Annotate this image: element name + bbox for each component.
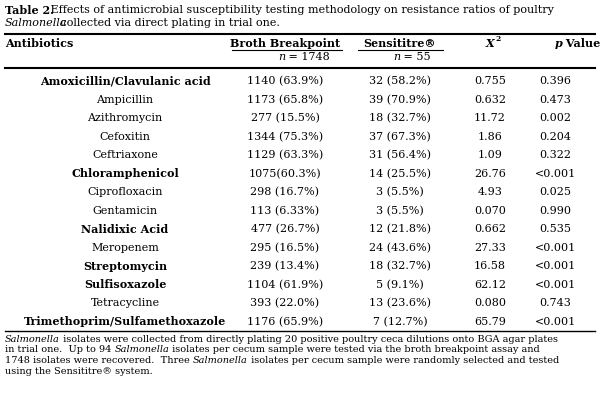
Text: 14 (25.5%): 14 (25.5%) xyxy=(369,169,431,179)
Text: Amoxicillin/Clavulanic acid: Amoxicillin/Clavulanic acid xyxy=(40,76,211,87)
Text: 3 (5.5%): 3 (5.5%) xyxy=(376,206,424,216)
Text: 1.09: 1.09 xyxy=(478,150,502,160)
Text: 3 (5.5%): 3 (5.5%) xyxy=(376,187,424,197)
Text: Gentamicin: Gentamicin xyxy=(92,206,158,216)
Text: Chloramphenicol: Chloramphenicol xyxy=(71,168,179,179)
Text: 295 (16.5%): 295 (16.5%) xyxy=(250,242,320,253)
Text: Streptomycin: Streptomycin xyxy=(83,261,167,272)
Text: Salmonella: Salmonella xyxy=(5,335,60,344)
Text: 0.204: 0.204 xyxy=(539,132,571,142)
Text: 0.755: 0.755 xyxy=(474,76,506,86)
Text: 32 (58.2%): 32 (58.2%) xyxy=(369,76,431,86)
Text: <0.001: <0.001 xyxy=(535,280,575,290)
Text: 39 (70.9%): 39 (70.9%) xyxy=(369,95,431,105)
Text: <0.001: <0.001 xyxy=(535,261,575,271)
Text: 393 (22.0%): 393 (22.0%) xyxy=(250,298,320,309)
Text: <0.001: <0.001 xyxy=(535,169,575,179)
Text: using the Sensititre® system.: using the Sensititre® system. xyxy=(5,367,153,375)
Text: Trimethoprim/Sulfamethoxazole: Trimethoprim/Sulfamethoxazole xyxy=(24,316,226,327)
Text: collected via direct plating in trial one.: collected via direct plating in trial on… xyxy=(57,18,280,28)
Text: 1.86: 1.86 xyxy=(478,132,502,142)
Text: 4.93: 4.93 xyxy=(478,187,502,197)
Text: <0.001: <0.001 xyxy=(535,317,575,327)
Text: 477 (26.7%): 477 (26.7%) xyxy=(251,224,319,234)
Text: 1748 isolates were recovered.  Three: 1748 isolates were recovered. Three xyxy=(5,356,193,365)
Text: 27.33: 27.33 xyxy=(474,243,506,253)
Text: 1140 (63.9%): 1140 (63.9%) xyxy=(247,76,323,86)
Text: 0.070: 0.070 xyxy=(474,206,506,216)
Text: Sensititre®: Sensititre® xyxy=(364,38,436,49)
Text: Salmonella: Salmonella xyxy=(115,345,169,354)
Text: Cefoxitin: Cefoxitin xyxy=(100,132,151,142)
Text: 0.080: 0.080 xyxy=(474,298,506,308)
Text: Tetracycline: Tetracycline xyxy=(91,298,160,308)
Text: 1176 (65.9%): 1176 (65.9%) xyxy=(247,317,323,327)
Text: Nalidixic Acid: Nalidixic Acid xyxy=(82,224,169,235)
Text: 24 (43.6%): 24 (43.6%) xyxy=(369,242,431,253)
Text: 5 (9.1%): 5 (9.1%) xyxy=(376,279,424,290)
Text: 0.396: 0.396 xyxy=(539,76,571,86)
Text: Meropenem: Meropenem xyxy=(91,243,159,253)
Text: 0.662: 0.662 xyxy=(474,224,506,234)
Text: 18 (32.7%): 18 (32.7%) xyxy=(369,113,431,123)
Text: isolates per cecum sample were tested via the broth breakpoint assay and: isolates per cecum sample were tested vi… xyxy=(169,345,540,354)
Text: Antibiotics: Antibiotics xyxy=(5,38,73,49)
Text: 37 (67.3%): 37 (67.3%) xyxy=(369,132,431,142)
Text: Ceftriaxone: Ceftriaxone xyxy=(92,150,158,160)
Text: n: n xyxy=(278,52,285,62)
Text: 0.002: 0.002 xyxy=(539,113,571,123)
Text: 239 (13.4%): 239 (13.4%) xyxy=(250,261,320,272)
Text: p: p xyxy=(555,38,563,49)
Text: = 1748: = 1748 xyxy=(285,52,330,62)
Text: 298 (16.7%): 298 (16.7%) xyxy=(251,187,320,197)
Text: 62.12: 62.12 xyxy=(474,280,506,290)
Text: 12 (21.8%): 12 (21.8%) xyxy=(369,224,431,234)
Text: 113 (6.33%): 113 (6.33%) xyxy=(250,206,320,216)
Text: 11.72: 11.72 xyxy=(474,113,506,123)
Text: 16.58: 16.58 xyxy=(474,261,506,271)
Text: Broth Breakpoint: Broth Breakpoint xyxy=(230,38,340,49)
Text: = 55: = 55 xyxy=(400,52,431,62)
Text: in trial one.  Up to 94: in trial one. Up to 94 xyxy=(5,345,115,354)
Text: 26.76: 26.76 xyxy=(474,169,506,179)
Text: Sulfisoxazole: Sulfisoxazole xyxy=(84,279,166,290)
Text: 0.535: 0.535 xyxy=(539,224,571,234)
Text: 0.025: 0.025 xyxy=(539,187,571,197)
Text: 1075(60.3%): 1075(60.3%) xyxy=(248,169,322,179)
Text: Table 2.: Table 2. xyxy=(5,5,54,16)
Text: 1173 (65.8%): 1173 (65.8%) xyxy=(247,95,323,105)
Text: n: n xyxy=(393,52,400,62)
Text: Salmonella: Salmonella xyxy=(193,356,248,365)
Text: X: X xyxy=(485,38,494,49)
Text: 31 (56.4%): 31 (56.4%) xyxy=(369,150,431,160)
Text: Salmonella: Salmonella xyxy=(5,18,67,28)
Text: Ciprofloxacin: Ciprofloxacin xyxy=(87,187,163,197)
Text: 2: 2 xyxy=(495,35,500,43)
Text: 0.743: 0.743 xyxy=(539,298,571,308)
Text: 0.322: 0.322 xyxy=(539,150,571,160)
Text: 18 (32.7%): 18 (32.7%) xyxy=(369,261,431,272)
Text: 1129 (63.3%): 1129 (63.3%) xyxy=(247,150,323,160)
Text: <0.001: <0.001 xyxy=(535,243,575,253)
Text: 1104 (61.9%): 1104 (61.9%) xyxy=(247,279,323,290)
Text: 1344 (75.3%): 1344 (75.3%) xyxy=(247,132,323,142)
Text: 0.632: 0.632 xyxy=(474,95,506,105)
Text: Ampicillin: Ampicillin xyxy=(97,95,154,105)
Text: isolates per cecum sample were randomly selected and tested: isolates per cecum sample were randomly … xyxy=(248,356,559,365)
Text: Effects of antimicrobial susceptibility testing methodology on resistance ratios: Effects of antimicrobial susceptibility … xyxy=(47,5,554,15)
Text: isolates were collected from directly plating 20 positive poultry ceca dilutions: isolates were collected from directly pl… xyxy=(60,335,558,344)
Text: 7 (12.7%): 7 (12.7%) xyxy=(373,317,427,327)
Text: 0.990: 0.990 xyxy=(539,206,571,216)
Text: Azithromycin: Azithromycin xyxy=(88,113,163,123)
Text: Value: Value xyxy=(562,38,600,49)
Text: 277 (15.5%): 277 (15.5%) xyxy=(251,113,319,123)
Text: 0.473: 0.473 xyxy=(539,95,571,105)
Text: 13 (23.6%): 13 (23.6%) xyxy=(369,298,431,309)
Text: 65.79: 65.79 xyxy=(474,317,506,327)
